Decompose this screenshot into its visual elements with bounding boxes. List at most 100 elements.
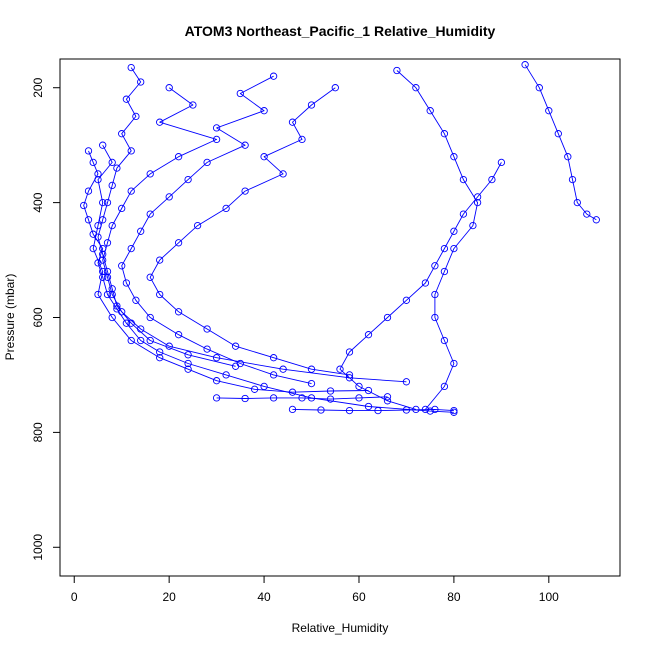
profile-series (521, 61, 600, 224)
data-point (440, 130, 449, 138)
x-tick-label: 40 (257, 590, 271, 604)
data-point (331, 84, 339, 92)
data-point (383, 397, 392, 405)
data-point (174, 331, 183, 339)
data-point (440, 267, 449, 276)
data-point (573, 198, 581, 207)
data-point (393, 66, 401, 75)
data-point (174, 153, 183, 161)
data-point (127, 147, 135, 155)
data-point (535, 84, 543, 92)
data-point (431, 262, 439, 270)
profile-series (336, 158, 506, 414)
data-point (89, 158, 97, 167)
data-point (103, 267, 112, 276)
data-point (94, 233, 102, 241)
data-point (99, 250, 107, 258)
data-point (345, 406, 354, 415)
data-point (146, 336, 154, 345)
data-point (298, 135, 306, 144)
profile-line (149, 87, 350, 376)
data-point (127, 336, 135, 345)
data-point (189, 101, 197, 109)
data-point (103, 290, 112, 299)
data-point (203, 158, 211, 167)
data-point (156, 354, 164, 362)
data-point (374, 406, 382, 415)
data-point (440, 336, 449, 345)
data-point (298, 394, 306, 402)
data-point (127, 187, 135, 195)
data-point (113, 164, 121, 172)
y-axis-label: Pressure (mbar) (3, 274, 17, 361)
data-point (231, 362, 240, 370)
data-point (459, 175, 468, 184)
data-point (165, 84, 173, 92)
plot-frame (59, 58, 621, 577)
profile-line (396, 70, 479, 410)
data-point (364, 331, 373, 339)
data-point (122, 279, 131, 287)
data-point (488, 175, 496, 184)
x-tick-label: 20 (162, 590, 176, 604)
data-point (459, 210, 468, 218)
data-point (108, 285, 116, 293)
data-point (402, 378, 411, 386)
data-point (99, 273, 107, 281)
data-point (184, 351, 192, 359)
data-point (127, 244, 135, 253)
data-point (307, 101, 316, 109)
data-point (203, 325, 211, 333)
data-point (212, 377, 221, 385)
profile-series (94, 63, 240, 370)
data-point (203, 345, 211, 353)
data-point (521, 61, 529, 69)
data-point (184, 175, 192, 184)
profile-series (89, 141, 373, 396)
data-point (212, 354, 221, 362)
data-series-layer (80, 61, 600, 416)
data-point (317, 406, 325, 414)
data-point (118, 204, 126, 213)
data-point (450, 359, 458, 368)
data-point (345, 348, 354, 356)
data-point (402, 296, 411, 304)
profile-series (393, 66, 482, 414)
data-point (184, 365, 192, 373)
data-point (103, 239, 112, 247)
data-point (174, 239, 183, 247)
data-point (241, 394, 249, 403)
y-tick-label: 200 (31, 77, 45, 97)
data-point (103, 273, 112, 281)
data-point (450, 153, 458, 161)
data-point (108, 290, 116, 299)
data-point (269, 354, 278, 362)
profile-line (97, 67, 236, 367)
data-point (260, 382, 268, 391)
data-point (212, 124, 221, 132)
data-point (469, 221, 477, 230)
data-point (146, 313, 154, 322)
data-point (279, 365, 287, 373)
data-point (118, 308, 126, 316)
data-point (122, 319, 131, 327)
data-point (364, 402, 373, 411)
data-point (122, 95, 131, 103)
data-point (440, 244, 449, 253)
data-point (132, 112, 140, 121)
x-tick-label: 80 (447, 590, 461, 604)
data-point (431, 405, 439, 414)
x-axis: 0 20 40 60 80 100 (71, 576, 559, 604)
data-point (269, 72, 278, 80)
data-point (132, 296, 140, 304)
data-point (156, 256, 164, 264)
data-point (288, 118, 297, 126)
data-point (364, 386, 373, 395)
data-point (241, 187, 249, 195)
data-point (431, 290, 439, 299)
data-point (355, 382, 363, 391)
data-point (260, 153, 268, 161)
data-point (156, 290, 164, 299)
profile-line (524, 64, 597, 221)
data-point (156, 348, 164, 356)
